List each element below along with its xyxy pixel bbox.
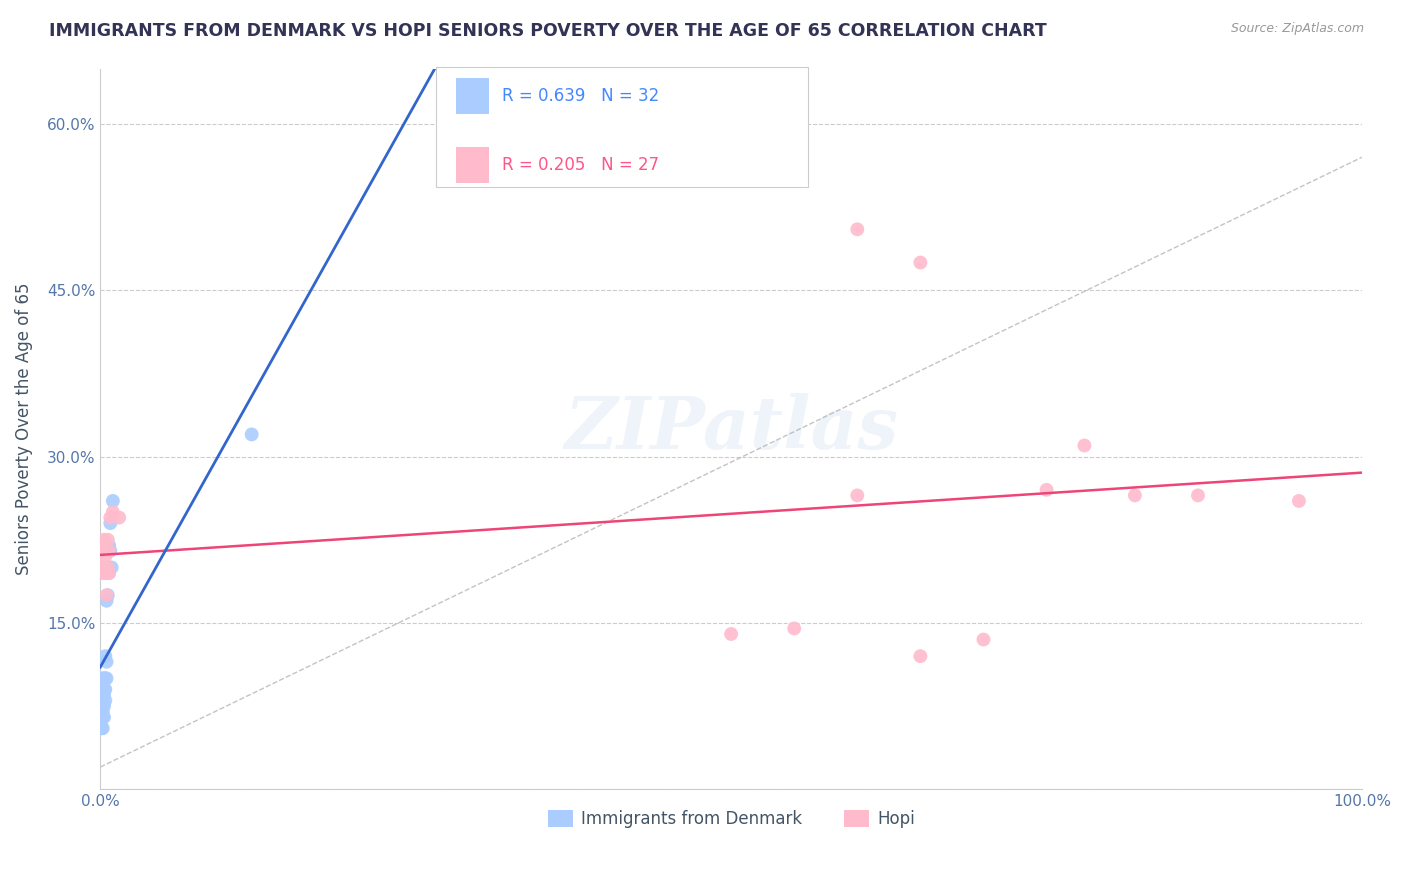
Point bbox=[97, 560, 120, 574]
Point bbox=[93, 688, 115, 702]
Point bbox=[94, 549, 117, 564]
Point bbox=[972, 632, 994, 647]
Point bbox=[98, 516, 121, 530]
Point bbox=[91, 710, 114, 724]
Point bbox=[96, 671, 118, 685]
Point bbox=[96, 655, 118, 669]
Text: R = 0.639   N = 32: R = 0.639 N = 32 bbox=[502, 87, 659, 105]
Point bbox=[90, 560, 112, 574]
Point bbox=[97, 588, 120, 602]
Point bbox=[94, 566, 117, 580]
Point bbox=[94, 682, 117, 697]
Point bbox=[1073, 438, 1095, 452]
Point bbox=[93, 682, 115, 697]
Point bbox=[98, 538, 121, 552]
Point bbox=[101, 494, 124, 508]
Point bbox=[90, 710, 112, 724]
Point bbox=[96, 593, 118, 607]
Point bbox=[98, 566, 121, 580]
Point bbox=[846, 488, 869, 502]
Point bbox=[93, 699, 115, 714]
Point bbox=[90, 705, 112, 719]
Point bbox=[98, 544, 121, 558]
Text: ZIPatlas: ZIPatlas bbox=[564, 393, 898, 465]
Text: Source: ZipAtlas.com: Source: ZipAtlas.com bbox=[1230, 22, 1364, 36]
Point bbox=[94, 671, 117, 685]
Point bbox=[93, 533, 115, 547]
Point bbox=[96, 566, 118, 580]
Point bbox=[91, 671, 114, 685]
Point bbox=[1288, 494, 1310, 508]
Point bbox=[783, 622, 806, 636]
Point bbox=[100, 560, 122, 574]
Point bbox=[97, 560, 120, 574]
Point bbox=[1035, 483, 1057, 497]
Point bbox=[96, 588, 118, 602]
Point bbox=[93, 671, 115, 685]
Point bbox=[98, 544, 121, 558]
Point bbox=[91, 705, 114, 719]
Point bbox=[910, 255, 932, 269]
Point bbox=[98, 566, 121, 580]
Point bbox=[93, 560, 115, 574]
Point bbox=[240, 427, 263, 442]
Point bbox=[94, 693, 117, 707]
Text: R = 0.205   N = 27: R = 0.205 N = 27 bbox=[502, 156, 659, 174]
Point bbox=[97, 533, 120, 547]
Point bbox=[90, 699, 112, 714]
Point bbox=[720, 627, 742, 641]
Point bbox=[91, 566, 114, 580]
Point bbox=[93, 538, 115, 552]
Point bbox=[910, 649, 932, 664]
Text: IMMIGRANTS FROM DENMARK VS HOPI SENIORS POVERTY OVER THE AGE OF 65 CORRELATION C: IMMIGRANTS FROM DENMARK VS HOPI SENIORS … bbox=[49, 22, 1047, 40]
Point bbox=[1123, 488, 1146, 502]
Point bbox=[91, 693, 114, 707]
Point bbox=[91, 721, 114, 735]
Point bbox=[94, 649, 117, 664]
Point bbox=[91, 544, 114, 558]
Legend: Immigrants from Denmark, Hopi: Immigrants from Denmark, Hopi bbox=[541, 804, 921, 835]
Point bbox=[90, 721, 112, 735]
Point bbox=[93, 710, 115, 724]
Point bbox=[90, 693, 112, 707]
Point bbox=[98, 510, 121, 524]
Point bbox=[846, 222, 869, 236]
Y-axis label: Seniors Poverty Over the Age of 65: Seniors Poverty Over the Age of 65 bbox=[15, 283, 32, 575]
Point bbox=[91, 682, 114, 697]
Point bbox=[108, 510, 131, 524]
Point bbox=[101, 505, 124, 519]
Point bbox=[1187, 488, 1209, 502]
